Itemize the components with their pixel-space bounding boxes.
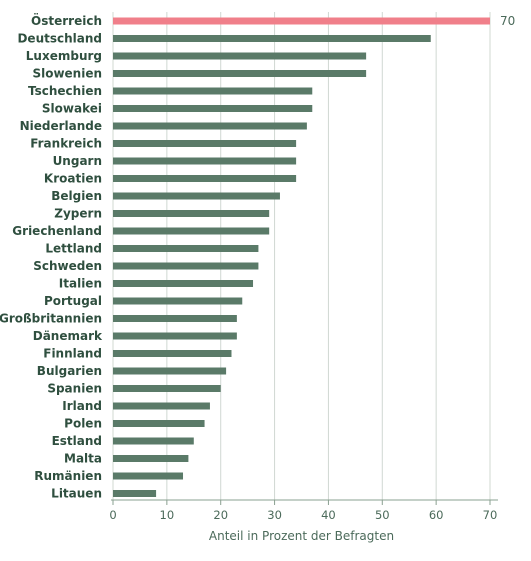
- bar: [113, 367, 227, 375]
- x-tick-label: 20: [213, 508, 228, 522]
- x-axis-title: Anteil in Prozent der Befragten: [209, 529, 394, 543]
- bar: [113, 52, 367, 60]
- bar: [113, 350, 232, 357]
- category-label: Irland: [62, 399, 102, 413]
- category-label: Ungarn: [53, 154, 102, 168]
- bar: [113, 437, 194, 445]
- category-label: Finnland: [43, 347, 102, 361]
- category-label: Portugal: [44, 294, 102, 308]
- bar: [113, 315, 237, 322]
- category-label: Dänemark: [33, 329, 103, 343]
- category-label: Polen: [64, 417, 102, 431]
- bar: [113, 385, 221, 392]
- bar: [113, 175, 297, 182]
- category-label: Kroatien: [44, 172, 102, 186]
- bar: [113, 35, 431, 42]
- bar: [113, 157, 297, 165]
- x-tick-label: 40: [321, 508, 336, 522]
- category-label: Österreich: [31, 13, 102, 28]
- x-tick-label: 30: [267, 508, 282, 522]
- category-label: Belgien: [51, 189, 102, 203]
- bar: [113, 332, 237, 340]
- bar: [113, 420, 205, 427]
- category-label: Griechenland: [12, 224, 102, 238]
- bar: [113, 245, 259, 252]
- category-label: Luxemburg: [26, 49, 102, 63]
- category-label: Spanien: [47, 382, 102, 396]
- bar: [113, 262, 259, 270]
- category-label: Rumänien: [34, 469, 102, 483]
- category-label: Großbritannien: [0, 312, 102, 326]
- x-tick-label: 10: [160, 508, 175, 522]
- bar: [113, 192, 280, 200]
- x-tick-labels: 0 10 20 30 40 50 60 70: [109, 500, 497, 522]
- category-label: Slowenien: [32, 67, 102, 81]
- category-label: Bulgarien: [37, 364, 102, 378]
- category-label: Litauen: [51, 487, 102, 501]
- bar: [113, 210, 270, 217]
- category-label: Malta: [64, 452, 102, 466]
- bar: [113, 472, 184, 480]
- category-label: Slowakei: [42, 102, 102, 116]
- x-tick-label: 70: [483, 508, 498, 522]
- data-labels: 70: [500, 14, 515, 28]
- category-label: Schweden: [33, 259, 102, 273]
- category-labels: Österreich Deutschland Luxemburg Slowenien T…: [0, 13, 103, 501]
- bars: [113, 17, 490, 497]
- bar: [113, 105, 313, 112]
- bar: [113, 87, 313, 95]
- category-label: Estland: [52, 434, 102, 448]
- bar: [113, 402, 210, 410]
- category-label: Zypern: [54, 207, 102, 221]
- data-label: 70: [500, 14, 515, 28]
- x-tick-label: 50: [375, 508, 390, 522]
- category-label: Niederlande: [20, 119, 102, 133]
- bar: [113, 297, 243, 305]
- bar: [113, 70, 367, 77]
- category-label: Frankreich: [30, 137, 102, 151]
- x-tick-label: 60: [429, 508, 444, 522]
- bar: [113, 490, 157, 497]
- bar: [113, 140, 297, 147]
- bar: [113, 227, 270, 235]
- bar: [113, 280, 254, 287]
- category-label: Tschechien: [28, 84, 102, 98]
- category-label: Deutschland: [17, 32, 102, 46]
- bar: [113, 455, 189, 462]
- category-label: Italien: [59, 277, 102, 291]
- x-tick-label: 0: [109, 508, 116, 522]
- bar: [113, 122, 307, 130]
- category-label: Lettland: [45, 242, 102, 256]
- bar: [113, 17, 490, 25]
